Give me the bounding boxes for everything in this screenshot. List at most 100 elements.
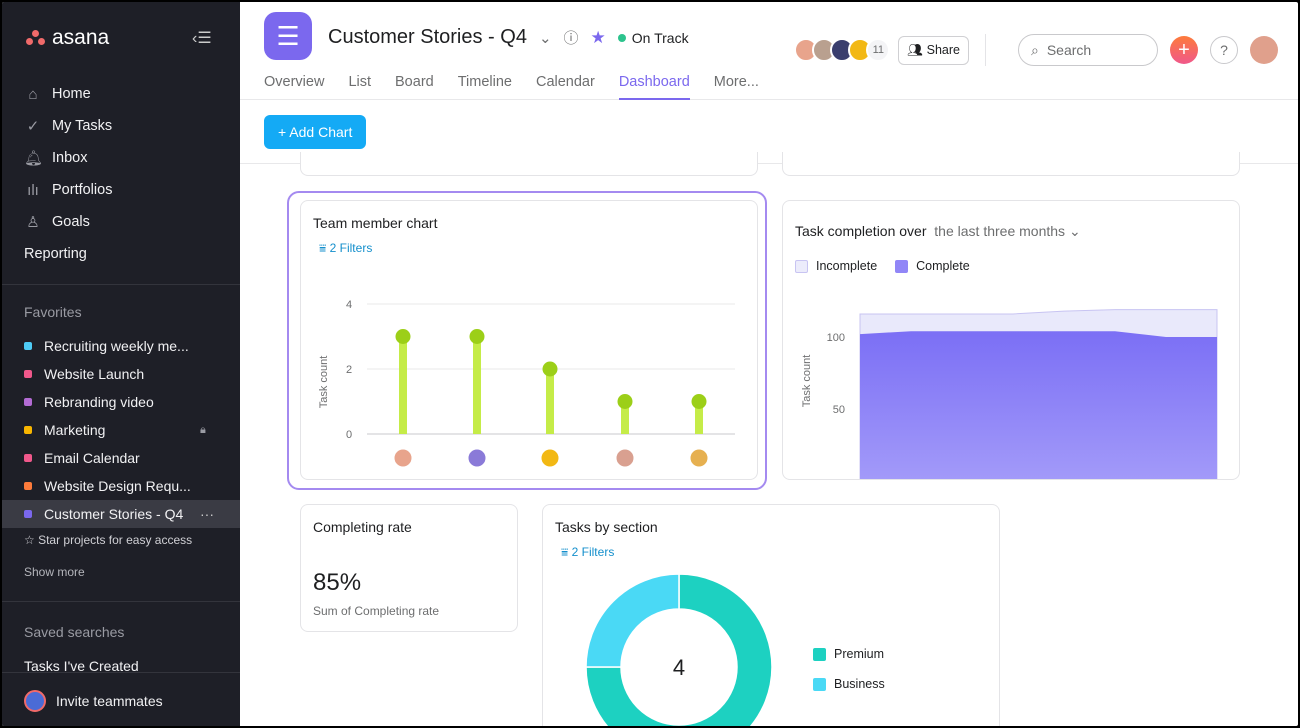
sidebar-item-inbox[interactable]: 🔔︎ Inbox (24, 142, 112, 174)
card-title: Tasks by section (555, 519, 658, 535)
status-dot-icon (617, 33, 626, 42)
label: Portfolios (52, 182, 113, 198)
tab-calendar[interactable]: Calendar (535, 74, 595, 90)
sidebar-item-goals[interactable]: ♙ Goals (24, 206, 112, 238)
task-completion-card[interactable]: Task completion over the last three mont… (782, 200, 1240, 480)
info-icon[interactable]: ⓘ (563, 30, 579, 47)
sidebar-item-reporting[interactable]: Reporting (24, 238, 112, 270)
project-title[interactable]: Customer Stories - Q4 (328, 26, 527, 48)
search-icon: ⌕ (1031, 41, 1039, 58)
bar-point (617, 394, 633, 409)
project-color-icon (24, 342, 32, 350)
project-color-icon (24, 510, 32, 518)
donut-total: 4 (673, 655, 685, 680)
tasks-by-section-card[interactable]: Tasks by section ⩸ 2 Filters 4 Premium B… (542, 504, 1000, 726)
tab-board[interactable]: Board (395, 74, 434, 90)
legend-incomplete: Incomplete (795, 259, 877, 273)
label: Website Design Requ... (44, 478, 191, 494)
sidebar-item-my-tasks[interactable]: ✓ My Tasks (24, 110, 112, 142)
donut-slice-business (585, 573, 680, 668)
completing-rate-card[interactable]: Completing rate 85% Sum of Completing ra… (300, 504, 518, 632)
legend-premium: Premium (813, 647, 885, 661)
legend-label: Complete (916, 259, 970, 273)
label: Email Calendar (44, 450, 140, 466)
label: the last three months (934, 223, 1066, 239)
user-avatar[interactable] (1250, 36, 1278, 64)
sidebar-item-home[interactable]: ⌂ Home (24, 78, 112, 110)
bar-point (542, 361, 558, 377)
card-title: Team member chart (313, 215, 438, 231)
show-more-link[interactable]: Show more (24, 565, 85, 579)
status-text: On Track (631, 29, 689, 46)
label: Share (926, 42, 960, 57)
quick-add-button[interactable]: + (1170, 36, 1198, 64)
range-dropdown[interactable]: the last three months ⌄ (934, 223, 1080, 239)
member-avatar (467, 448, 487, 468)
favorite-item[interactable]: Email Calendar (2, 444, 240, 472)
chevron-down-icon[interactable]: ⌄ (538, 29, 552, 47)
label: Rebranding video (44, 394, 154, 410)
project-color-icon (24, 370, 32, 378)
y-axis-label: Task count (318, 356, 330, 409)
bar (399, 336, 407, 434)
asana-logo[interactable]: asana (26, 26, 109, 50)
divider (985, 34, 986, 66)
chevron-down-icon: ⌄ (1068, 223, 1081, 239)
favorite-item[interactable]: Customer Stories - Q4 ··· (2, 500, 240, 528)
legend-complete: Complete (895, 259, 970, 273)
favorite-item[interactable]: Website Design Requ... (2, 472, 240, 500)
member-avatar (689, 448, 709, 468)
favorite-item[interactable]: Rebranding video (2, 388, 240, 416)
project-color-icon (24, 426, 32, 434)
selected-card-outline (287, 191, 767, 490)
share-button[interactable]: 👥︎ Share (898, 35, 969, 65)
y-tick-label: 0 (346, 429, 352, 441)
search-input[interactable]: ⌕ Search (1018, 34, 1158, 66)
saved-search-item[interactable]: Tasks I've Created (24, 658, 139, 674)
label: Customer Stories - Q4 (44, 506, 184, 522)
tab-overview[interactable]: Overview (264, 74, 325, 90)
bar (621, 401, 629, 434)
tab-more[interactable]: More... (713, 74, 759, 90)
label: My Tasks (52, 118, 113, 134)
help-button[interactable]: ? (1210, 36, 1238, 64)
project-color-icon (24, 398, 32, 406)
area-chart: 50 100 Task count (801, 309, 1218, 479)
project-list-icon: ☰ (264, 12, 312, 60)
status-badge[interactable]: On Track (617, 29, 689, 46)
favorite-item[interactable]: Recruiting weekly me... (2, 332, 240, 360)
add-chart-button[interactable]: + Add Chart (264, 115, 367, 149)
saved-searches-heading: Saved searches (24, 624, 125, 640)
team-member-chart-card[interactable]: Team member chart ⩸ 2 Filters 0 2 4 Task co… (300, 200, 758, 480)
rate-value: 85% (313, 569, 362, 596)
invite-teammates-button[interactable]: Invite teammates (24, 690, 163, 712)
favorite-item[interactable]: Marketing 🔒︎ (2, 416, 240, 444)
tab-timeline[interactable]: Timeline (457, 74, 512, 90)
more-options-icon[interactable]: ··· (200, 506, 214, 522)
filters-button[interactable]: ⩸ 2 Filters (561, 545, 615, 559)
label: Goals (52, 214, 90, 230)
donut-slice-premium (585, 573, 773, 726)
label: 2 Filters (329, 241, 373, 255)
chart-card-partial (782, 152, 1240, 176)
member-avatar (615, 448, 635, 468)
bell-icon: 🔔︎ (24, 150, 44, 167)
member-avatar (393, 448, 413, 468)
bar-point (691, 394, 707, 409)
favorite-item[interactable]: Website Launch (2, 360, 240, 388)
filters-button[interactable]: ⩸ 2 Filters (319, 241, 373, 255)
area-complete (860, 331, 1217, 479)
star-icon[interactable]: ★ (590, 27, 606, 47)
sidebar-item-portfolios[interactable]: ılı Portfolios (24, 174, 112, 206)
bar (546, 369, 554, 434)
rate-caption: Sum of Completing rate (313, 604, 440, 618)
label: Home (52, 86, 91, 102)
tab-dashboard[interactable]: Dashboard (618, 74, 690, 100)
member-count[interactable]: 11 (866, 38, 891, 62)
legend-label: Premium (834, 647, 885, 661)
collapse-sidebar-icon[interactable]: ‹☰ (192, 30, 212, 47)
legend-business: Business (813, 677, 885, 691)
asana-logo-icon (26, 30, 46, 46)
bar (473, 336, 481, 434)
tab-list[interactable]: List (348, 74, 372, 90)
